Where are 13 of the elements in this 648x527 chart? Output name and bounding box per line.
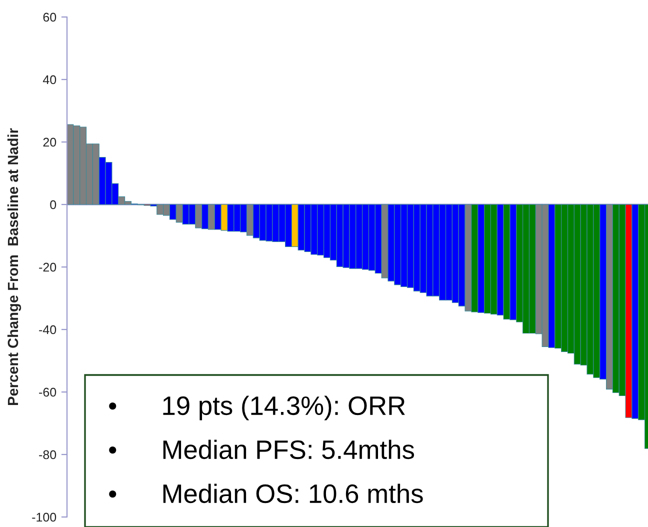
y-axis-title: Percent Change From Baseline at Nadir [7,128,22,406]
y-tick-label: -80 [39,450,56,460]
y-tick-label: 20 [43,138,56,147]
y-tick-label: 60 [43,12,56,22]
y-tick-label: -20 [39,262,56,272]
annotation: • Median PFS: 5.4mths [109,440,414,460]
annotation: • 19 pts (14.3%): ORR [109,396,405,420]
y-tick-label: -40 [39,325,56,334]
annotation: • Median OS: 10.6 mths [109,484,423,504]
y-tick-label: -60 [39,388,56,397]
y-tick-label: 0 [50,200,56,210]
y-tick-label: -100 [32,512,56,522]
y-tick-label: 40 [42,75,56,84]
